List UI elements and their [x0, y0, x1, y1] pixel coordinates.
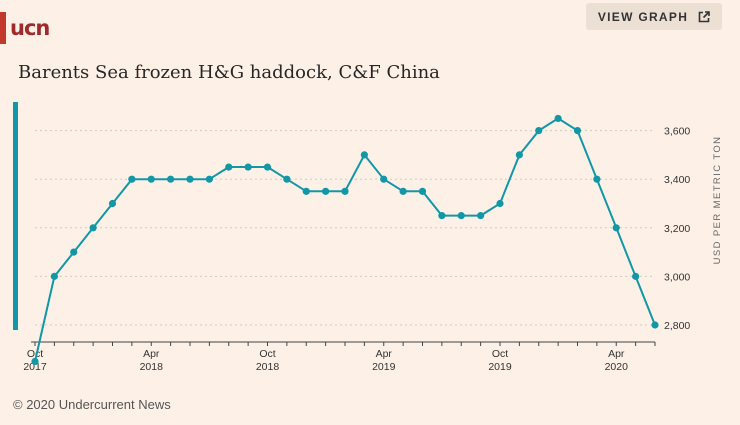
logo-bar	[0, 12, 6, 44]
data-point	[89, 224, 97, 232]
x-tick-label: 2018	[256, 361, 280, 373]
data-point	[50, 272, 58, 280]
y-axis-label: USD PER METRIC TON	[712, 136, 723, 265]
data-point	[535, 126, 543, 135]
x-tick-label: 2019	[372, 361, 396, 373]
data-point	[593, 175, 601, 183]
y-tick-label: 3,200	[664, 223, 690, 235]
data-point	[573, 126, 582, 135]
data-point	[186, 175, 194, 183]
data-point	[322, 187, 330, 195]
data-point	[477, 212, 485, 220]
data-point	[283, 175, 291, 183]
data-point	[341, 187, 349, 195]
external-link-icon	[698, 10, 710, 23]
data-point	[554, 114, 562, 123]
data-point	[515, 151, 523, 159]
gridlines	[35, 130, 655, 326]
x-tick-label: 2018	[140, 361, 164, 373]
data-point	[438, 212, 446, 220]
x-tick-label: 2017	[23, 361, 47, 373]
data-point	[108, 199, 117, 208]
x-axis: Oct2017Apr2018Oct2018Apr2019Oct2019Apr20…	[23, 341, 656, 373]
y-tick-label: 3,600	[664, 126, 690, 138]
x-tick-label: 2020	[605, 361, 629, 373]
data-point	[651, 321, 659, 329]
x-tick-label: Apr	[608, 348, 625, 360]
view-graph-label: VIEW GRAPH	[597, 9, 689, 24]
data-point	[418, 187, 427, 195]
data-point	[302, 187, 310, 195]
x-tick-label: 2019	[488, 361, 512, 373]
copyright-footer: © 2020 Undercurrent News	[13, 397, 171, 412]
data-point	[31, 357, 39, 366]
x-tick-label: Oct	[492, 348, 508, 360]
data-point	[205, 175, 213, 183]
accent-bar	[13, 102, 18, 330]
data-point	[496, 199, 504, 208]
y-tick-label: 3,000	[664, 271, 690, 283]
ucn-logo[interactable]: ucn	[0, 12, 50, 44]
view-graph-button[interactable]: VIEW GRAPH	[586, 3, 722, 30]
data-point	[632, 272, 640, 280]
data-point	[167, 175, 175, 183]
x-tick-label: Apr	[143, 348, 160, 360]
data-point	[263, 163, 272, 171]
series-group	[31, 114, 659, 366]
data-point	[380, 175, 388, 183]
y-axis-ticks: 2,800 3,000 3,200 3,400 3,600	[664, 126, 690, 332]
chart-title: Barents Sea frozen H&G haddock, C&F Chin…	[18, 62, 440, 83]
y-tick-label: 3,400	[664, 174, 690, 186]
data-point	[147, 175, 155, 183]
x-tick-label: Apr	[376, 348, 393, 360]
x-tick-label: Oct	[259, 348, 275, 360]
data-point	[128, 175, 136, 183]
data-point	[399, 187, 407, 195]
data-point	[457, 212, 465, 220]
x-tick-label: Oct	[27, 348, 43, 360]
data-point	[244, 163, 252, 171]
data-point	[225, 163, 233, 171]
logo-text: ucn	[10, 16, 50, 40]
data-point	[70, 248, 78, 256]
data-point	[360, 151, 368, 159]
data-point	[612, 224, 620, 232]
y-tick-label: 2,800	[664, 320, 690, 332]
